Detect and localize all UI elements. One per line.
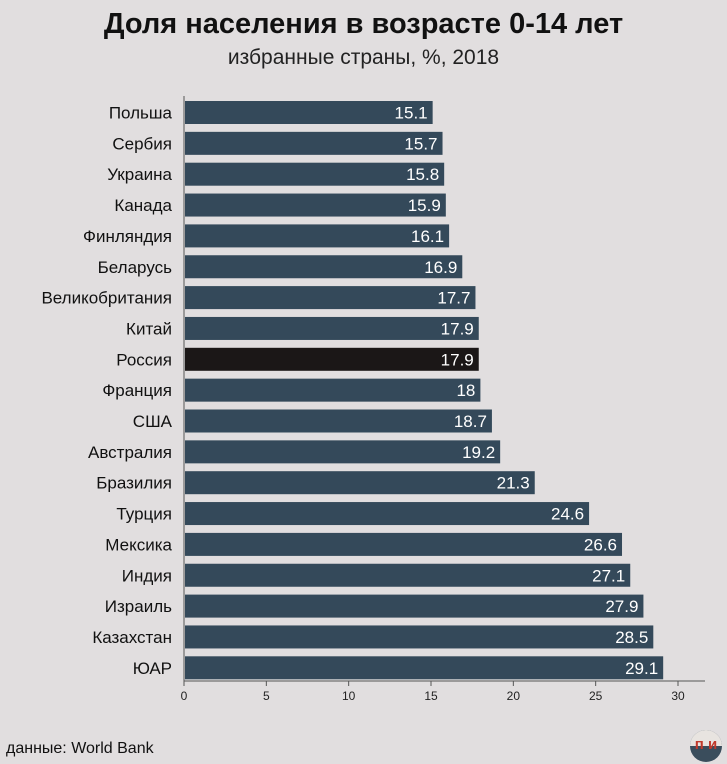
category-label: ЮАР xyxy=(133,659,172,678)
category-label: Россия xyxy=(116,350,172,369)
category-label: Австралия xyxy=(88,443,172,462)
bar xyxy=(185,502,590,526)
bar xyxy=(185,594,644,618)
value-label: 26.6 xyxy=(584,535,617,554)
x-tick-label: 5 xyxy=(263,689,270,703)
bar xyxy=(185,347,479,371)
logo-text: п и xyxy=(694,736,718,753)
category-label: Бразилия xyxy=(96,474,172,493)
category-label: Мексика xyxy=(105,535,172,554)
x-tick-label: 0 xyxy=(181,689,188,703)
bar xyxy=(185,625,654,649)
x-tick-label: 20 xyxy=(507,689,521,703)
x-tick-label: 25 xyxy=(589,689,603,703)
value-label: 17.9 xyxy=(441,350,474,369)
category-label: Финляндия xyxy=(83,227,172,246)
bar xyxy=(185,224,450,248)
category-label: Польша xyxy=(109,104,173,123)
category-label: Сербия xyxy=(112,134,172,153)
value-label: 15.8 xyxy=(406,165,439,184)
value-label: 27.9 xyxy=(605,597,638,616)
value-label: 18 xyxy=(456,381,475,400)
x-tick-label: 30 xyxy=(671,689,685,703)
bar xyxy=(185,162,445,186)
value-label: 16.1 xyxy=(411,227,444,246)
value-label: 15.7 xyxy=(404,134,437,153)
category-label: Беларусь xyxy=(98,258,172,277)
category-label: Турция xyxy=(116,505,172,524)
value-label: 15.1 xyxy=(395,104,428,123)
x-tick-label: 10 xyxy=(342,689,356,703)
bar xyxy=(185,440,501,464)
category-label: Украина xyxy=(107,165,172,184)
category-label: Великобритания xyxy=(41,289,172,308)
bar xyxy=(185,316,479,340)
category-label: Канада xyxy=(114,196,172,215)
source-note: данные: World Bank xyxy=(6,740,154,757)
value-label: 17.9 xyxy=(441,319,474,338)
bar xyxy=(185,286,476,310)
bar xyxy=(185,532,623,556)
value-label: 15.9 xyxy=(408,196,441,215)
bar xyxy=(185,563,631,587)
value-label: 28.5 xyxy=(615,628,648,647)
x-tick-label: 15 xyxy=(424,689,438,703)
category-label: Израиль xyxy=(105,597,172,616)
value-label: 17.7 xyxy=(437,289,470,308)
bar xyxy=(185,131,443,155)
bar xyxy=(185,409,492,433)
category-label: Индия xyxy=(122,566,172,585)
publisher-logo: п и xyxy=(690,730,722,762)
value-label: 16.9 xyxy=(424,258,457,277)
category-label: Казахстан xyxy=(92,628,172,647)
chart-subtitle: избранные страны, %, 2018 xyxy=(227,46,500,69)
bar xyxy=(185,471,535,495)
bar xyxy=(185,193,446,217)
value-label: 29.1 xyxy=(625,659,658,678)
category-label: Франция xyxy=(102,381,172,400)
value-label: 18.7 xyxy=(454,412,487,431)
value-label: 19.2 xyxy=(462,443,495,462)
bar xyxy=(185,101,433,124)
bar xyxy=(185,378,481,402)
category-label: США xyxy=(133,412,173,431)
category-label: Китай xyxy=(126,319,172,338)
value-label: 24.6 xyxy=(551,505,584,524)
bar xyxy=(185,656,664,680)
bar xyxy=(185,255,463,279)
chart-title: Доля населения в возрасте 0-14 лет xyxy=(103,8,624,40)
value-label: 27.1 xyxy=(592,566,625,585)
value-label: 21.3 xyxy=(497,474,530,493)
